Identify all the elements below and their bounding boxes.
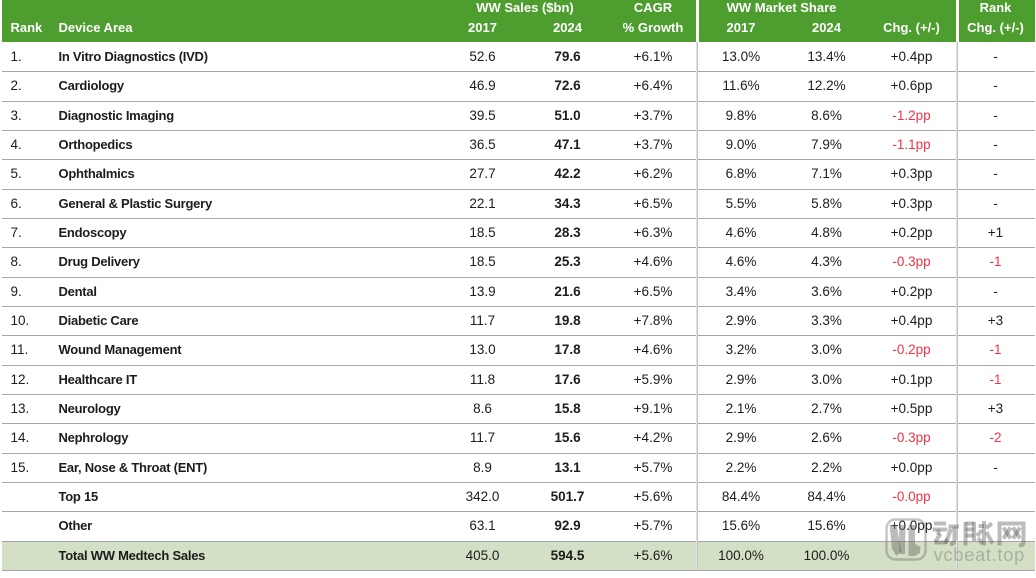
svg-text:vcbeat.top: vcbeat.top (934, 544, 1025, 565)
